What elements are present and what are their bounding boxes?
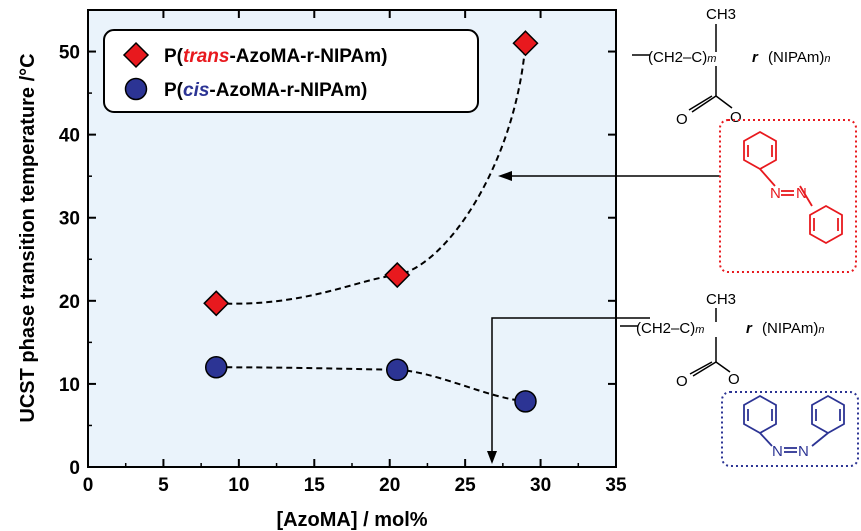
- cis-data-point: [204, 356, 228, 379]
- y-tick-label: 40: [59, 126, 80, 147]
- x-axis-label: [AzoMA] / mol%: [276, 509, 427, 531]
- svg-text:N: N: [796, 185, 807, 202]
- y-axis-label: UCST phase transition temperature /°C: [17, 53, 39, 422]
- y-tick-label: 10: [59, 375, 80, 396]
- legend: P(trans-AzoMA-r-NIPAm) P(cis-AzoMA-r-NIP…: [103, 29, 479, 113]
- arrow-cis: [487, 317, 650, 464]
- random-label: r: [746, 320, 753, 337]
- data-points: [203, 30, 539, 413]
- svg-text:N: N: [772, 443, 783, 460]
- cis-data-point: [514, 390, 537, 413]
- x-tick-label: 10: [228, 475, 249, 496]
- trans-data-point: [384, 261, 411, 289]
- y-tick-label: 0: [69, 458, 80, 479]
- legend-diamond-marker: [122, 41, 150, 69]
- svg-text:N: N: [770, 185, 781, 202]
- y-tick-label: 50: [59, 43, 80, 64]
- x-tick-label: 25: [455, 475, 477, 496]
- x-tick-labels: 0 5 10 15 20 25 30 35: [83, 475, 627, 496]
- trans-data-point: [512, 30, 539, 57]
- backbone-label: (CH2–C)m: [636, 320, 704, 337]
- svg-text:O: O: [676, 373, 688, 390]
- svg-text:O: O: [728, 371, 740, 388]
- trans-data-point: [203, 290, 230, 317]
- random-label: r: [752, 49, 759, 66]
- backbone-label: (CH2–C)m: [648, 49, 716, 66]
- x-tick-label: 30: [530, 475, 551, 496]
- legend-circle-marker: [124, 77, 148, 101]
- x-tick-label: 0: [83, 475, 94, 496]
- x-tick-label: 35: [605, 475, 627, 496]
- x-tick-label: 15: [304, 475, 326, 496]
- methyl-label: CH3: [706, 6, 736, 23]
- y-tick-labels: 0 10 20 30 40 50: [59, 43, 80, 479]
- cis-azoma-structure: CH3 (CH2–C)m r (NIPAm)n O O N N: [620, 291, 859, 467]
- x-tick-label: 20: [379, 475, 400, 496]
- legend-box: [103, 29, 479, 113]
- nipam-label: (NIPAm)n: [762, 320, 825, 337]
- svg-text:O: O: [730, 109, 742, 126]
- legend-entry-cis: P(cis-AzoMA-r-NIPAm): [164, 80, 367, 101]
- cis-data-point: [386, 358, 409, 382]
- cis-dotted-box: [721, 391, 859, 467]
- svg-text:O: O: [676, 111, 688, 128]
- axis-ticks: [87, 10, 617, 468]
- trans-azoma-structure: CH3 (CH2–C)m r (NIPAm)n O O N N: [632, 6, 857, 273]
- y-tick-label: 30: [59, 209, 80, 230]
- x-tick-label: 5: [158, 475, 169, 496]
- svg-text:N: N: [798, 443, 809, 460]
- arrow-trans: [498, 171, 720, 181]
- y-tick-label: 20: [59, 292, 80, 313]
- nipam-label: (NIPAm)n: [768, 49, 831, 66]
- methyl-label: CH3: [706, 291, 736, 308]
- legend-entry-trans: P(trans-AzoMA-r-NIPAm): [164, 46, 387, 67]
- legend-markers: [122, 41, 150, 101]
- trans-dotted-box: [719, 119, 857, 273]
